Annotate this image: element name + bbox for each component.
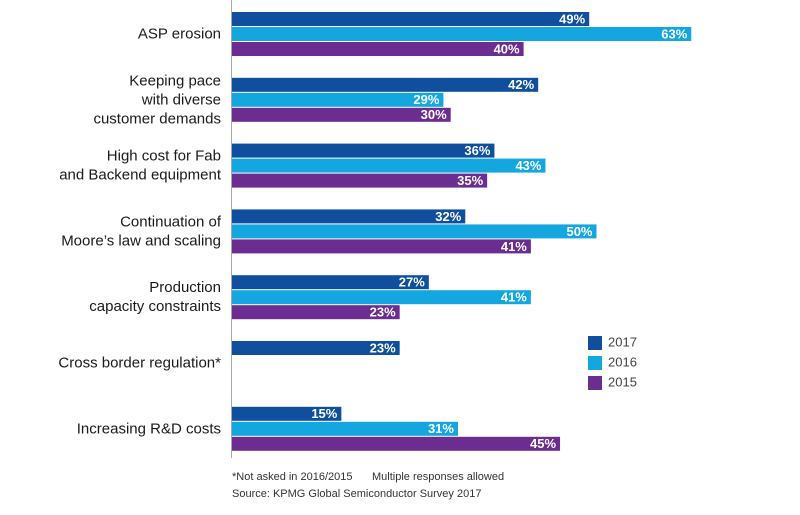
category-label: customer demands [93, 110, 221, 127]
category-label: ASP erosion [138, 25, 221, 42]
value-label: 63% [661, 26, 687, 41]
legend-swatch [588, 376, 602, 390]
category-label: Increasing R&D costs [77, 420, 221, 437]
bar [232, 143, 495, 158]
value-label: 42% [508, 77, 534, 92]
value-label: 32% [435, 209, 461, 224]
value-label: 40% [494, 41, 520, 56]
bar [232, 239, 531, 254]
bar [232, 436, 561, 451]
category-label: Continuation of [120, 213, 222, 230]
value-label: 49% [559, 11, 585, 26]
bar [232, 158, 546, 173]
value-label: 31% [428, 421, 454, 436]
category-label: Keeping pace [129, 72, 221, 89]
legend-label: 2016 [608, 354, 637, 369]
footnote: Multiple responses allowed [372, 471, 504, 483]
category-label: capacity constraints [89, 298, 221, 315]
footnote: *Not asked in 2016/2015 [232, 471, 352, 483]
bar [232, 12, 590, 26]
bar [232, 77, 539, 92]
category-label: and Backend equipment [59, 167, 222, 184]
category-label: Production [149, 279, 221, 296]
category-label: Moore’s law and scaling [61, 232, 221, 249]
value-label: 23% [370, 305, 396, 320]
value-label: 41% [501, 239, 527, 254]
bar [232, 275, 429, 290]
bar [232, 406, 342, 421]
bar [232, 224, 597, 239]
bar [232, 341, 400, 355]
value-label: 50% [566, 224, 592, 239]
value-label: 30% [421, 107, 447, 122]
value-label: 45% [530, 436, 556, 451]
bar [232, 92, 444, 107]
source: Source: KPMG Global Semiconductor Survey… [232, 488, 481, 500]
value-label: 43% [515, 158, 541, 173]
bar [232, 421, 458, 436]
legend-swatch [588, 356, 602, 370]
bar [232, 27, 692, 41]
legend-label: 2017 [608, 334, 637, 349]
value-label: 15% [311, 406, 337, 421]
value-label: 23% [370, 340, 396, 355]
value-label: 27% [399, 275, 425, 290]
value-label: 41% [501, 290, 527, 305]
value-label: 35% [457, 173, 483, 188]
bar [232, 107, 451, 122]
bar [232, 290, 531, 305]
category-label: Cross border regulation* [58, 354, 221, 371]
category-label: High cost for Fab [107, 148, 221, 165]
bar [232, 305, 400, 320]
bar [232, 209, 466, 224]
legend-swatch [588, 336, 602, 350]
bar [232, 42, 524, 56]
value-label: 36% [464, 143, 490, 158]
value-label: 29% [413, 92, 439, 107]
legend-label: 2015 [608, 374, 637, 389]
bar [232, 173, 488, 188]
category-label: with diverse [141, 91, 221, 108]
